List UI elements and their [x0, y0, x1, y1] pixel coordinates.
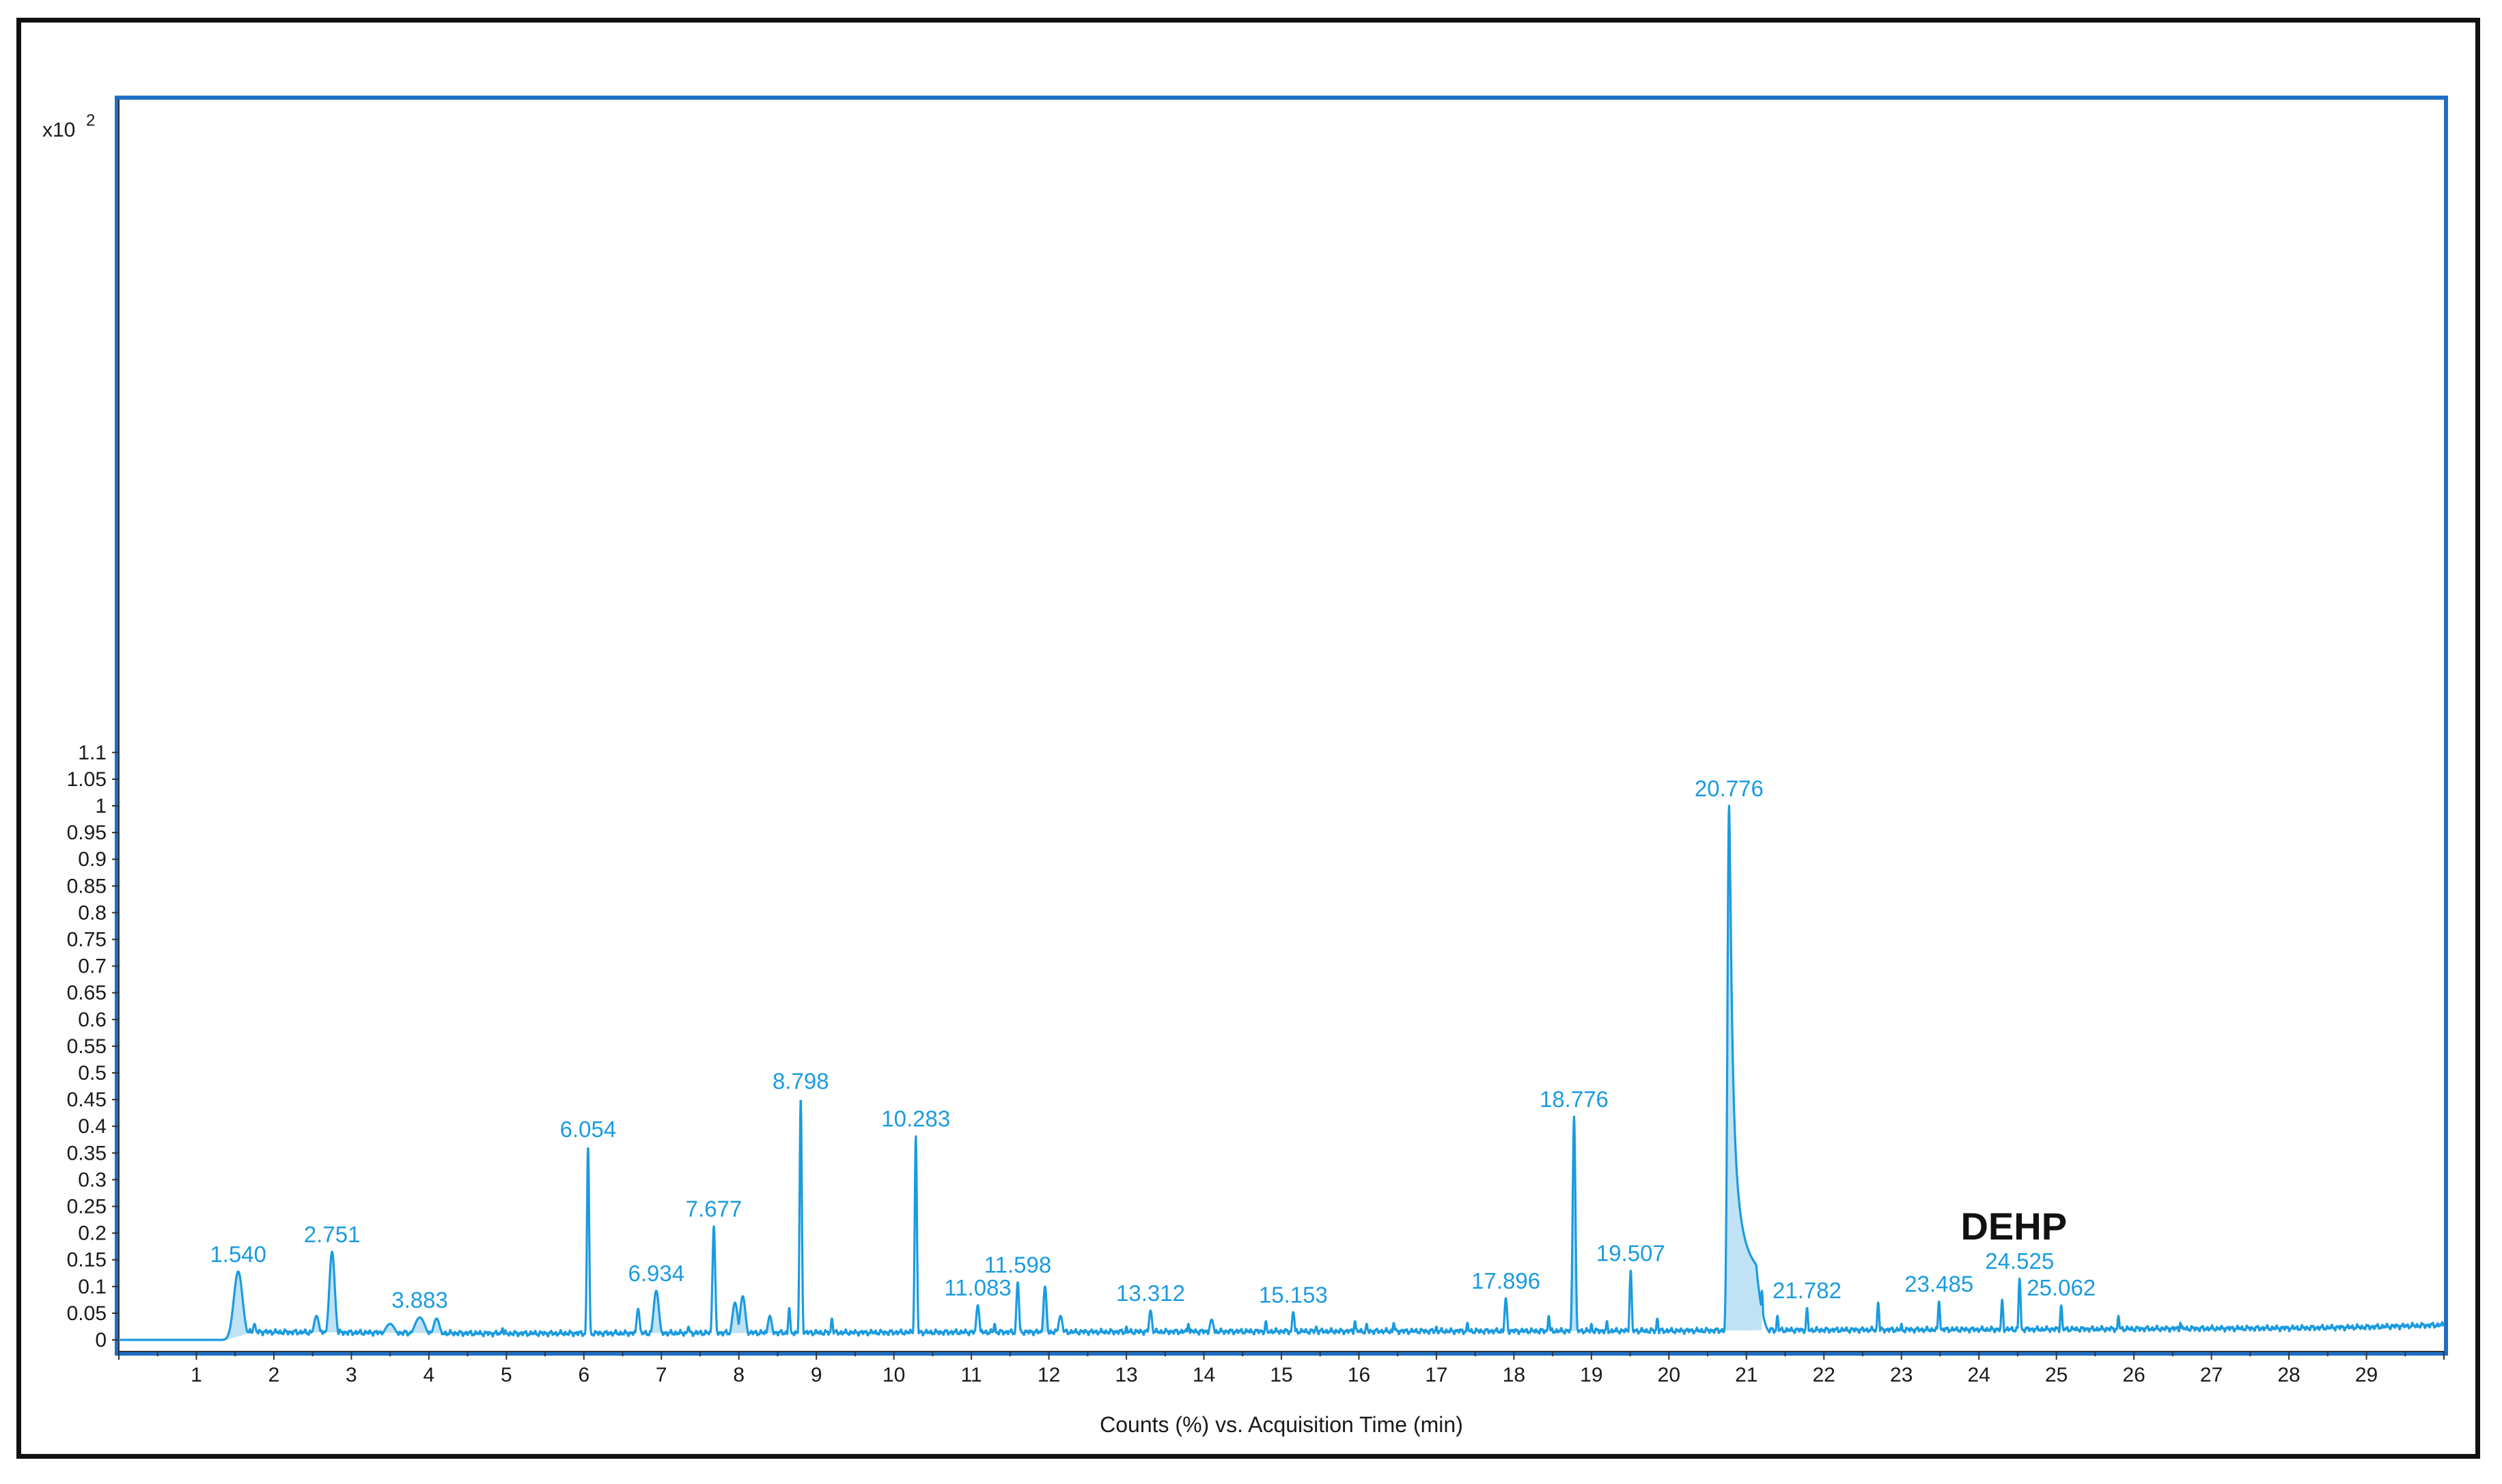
- peak-label: 19.507: [1596, 1240, 1665, 1265]
- x-tick-label: 2: [268, 1364, 280, 1386]
- y-tick-label: 0.65: [67, 982, 107, 1005]
- x-tick-label: 11: [961, 1364, 982, 1386]
- x-tick-label: 16: [1348, 1364, 1370, 1386]
- y-tick-labels: 0 0.05 0.1 0.15 0.2 0.25 0.3 0.35 0.4 0.45 0.5 0.55…: [67, 742, 107, 1352]
- x-tick-label: 20: [1658, 1364, 1680, 1386]
- peak-area: [307, 1315, 326, 1335]
- y-multiplier-exponent: 2: [86, 111, 95, 130]
- peak-area: [1723, 806, 1762, 1332]
- y-tick-label: 1: [95, 795, 107, 817]
- x-tick-label: 12: [1038, 1364, 1060, 1386]
- peak-label: 20.776: [1695, 776, 1764, 801]
- y-tick-label: 0.4: [78, 1115, 107, 1138]
- x-tick-label: 10: [882, 1364, 905, 1386]
- x-tick-label: 13: [1115, 1364, 1137, 1386]
- peak-label: 23.485: [1904, 1272, 1973, 1297]
- chromatogram-line: [117, 804, 2445, 1341]
- peak-area: [647, 1291, 666, 1336]
- x-tick-label: 1: [191, 1364, 202, 1386]
- peak-label: 8.798: [773, 1069, 829, 1094]
- x-tick-label: 17: [1425, 1364, 1447, 1386]
- annotation-label: DEHP: [1960, 1205, 2067, 1248]
- x-tick-label: 18: [1503, 1364, 1525, 1386]
- axes: [112, 100, 2445, 1360]
- peak-label: 13.312: [1116, 1280, 1185, 1306]
- x-tick-label: 26: [2122, 1364, 2145, 1386]
- peak-labels: 1.540 2.751 3.883 6.054 6.934 7.677 8.798 10.28…: [210, 776, 2096, 1313]
- x-tick-label: 8: [733, 1364, 745, 1386]
- x-axis-title: Counts (%) vs. Acquisition Time (min): [1100, 1412, 1463, 1437]
- y-tick-label: 0.7: [78, 955, 107, 978]
- peak-label: 1.540: [210, 1242, 266, 1267]
- peak-label: 3.883: [391, 1287, 448, 1313]
- y-tick-label: 1.05: [67, 768, 107, 791]
- y-tick-label: 0.45: [67, 1089, 107, 1111]
- y-tick-label: 0.35: [67, 1142, 107, 1164]
- peak-area: [322, 1252, 342, 1334]
- peak-area: [733, 1296, 752, 1335]
- peak-label: 24.525: [1985, 1248, 2054, 1274]
- x-tick-label: 22: [1813, 1364, 1835, 1386]
- x-tick-label: 7: [656, 1364, 667, 1386]
- x-tick-label: 15: [1270, 1364, 1292, 1386]
- peak-label: 10.283: [881, 1106, 950, 1131]
- peak-area: [425, 1318, 448, 1336]
- peak-label: 11.598: [984, 1252, 1051, 1278]
- peak-area: [401, 1317, 439, 1336]
- peak-label: 6.054: [560, 1117, 617, 1142]
- x-tick-label: 29: [2355, 1364, 2378, 1386]
- x-tick-label: 4: [423, 1364, 435, 1386]
- peak-area: [371, 1324, 409, 1336]
- peak-label: 7.677: [686, 1196, 742, 1221]
- y-tick-label: 0.25: [67, 1196, 107, 1218]
- y-tick-label: 0.3: [78, 1168, 107, 1191]
- peak-label: 11.083: [944, 1275, 1011, 1300]
- y-multiplier: x10: [42, 119, 75, 141]
- y-tick-label: 0.8: [78, 901, 107, 924]
- x-tick-label: 28: [2277, 1364, 2300, 1386]
- peak-label: 18.776: [1540, 1087, 1609, 1112]
- x-tick-label: 23: [1890, 1364, 1913, 1386]
- y-tick-label: 0.95: [67, 822, 107, 844]
- x-tick-label: 5: [501, 1364, 512, 1386]
- peak-label: 6.934: [628, 1261, 684, 1286]
- x-tick-label: 19: [1580, 1364, 1602, 1386]
- y-tick-label: 0.2: [78, 1222, 107, 1245]
- x-tick-label: 21: [1735, 1364, 1757, 1386]
- peak-area: [1039, 1286, 1051, 1334]
- x-tick-labels: 1 2 3 4 5 6 7 8 9 10 11 12 13 14 15 16 17 18 19 20 21 22 23 24 2…: [191, 1364, 2378, 1386]
- x-tick-label: 14: [1193, 1364, 1215, 1386]
- y-tick-label: 0: [95, 1329, 107, 1352]
- peak-label: 15.153: [1259, 1282, 1328, 1307]
- x-tick-label: 6: [578, 1364, 589, 1386]
- y-tick-label: 0.1: [78, 1276, 107, 1298]
- y-tick-label: 0.9: [78, 848, 107, 871]
- y-tick-label: 0.15: [67, 1249, 107, 1272]
- chromatogram-trace: [117, 804, 2445, 1341]
- y-tick-label: 0.5: [78, 1062, 107, 1084]
- x-tick-label: 3: [346, 1364, 357, 1386]
- y-tick-label: 0.75: [67, 929, 107, 951]
- y-tick-label: 0.55: [67, 1035, 107, 1058]
- peak-area: [762, 1315, 777, 1334]
- peak-label: 21.782: [1773, 1278, 1841, 1303]
- y-tick-label: 1.1: [78, 742, 107, 764]
- x-tick-label: 24: [1968, 1364, 1990, 1386]
- x-tick-label: 25: [2045, 1364, 2068, 1386]
- y-tick-label: 0.05: [67, 1302, 107, 1325]
- y-tick-label: 0.85: [67, 875, 107, 897]
- peak-label: 25.062: [2027, 1275, 2096, 1300]
- peak-label: 17.896: [1471, 1268, 1540, 1293]
- x-tick-label: 9: [811, 1364, 822, 1386]
- peak-area: [1569, 1117, 1579, 1332]
- y-tick-label: 0.6: [78, 1009, 107, 1031]
- x-tick-label: 27: [2200, 1364, 2223, 1386]
- figure-frame: [16, 18, 2480, 1459]
- peak-label: 2.751: [304, 1222, 361, 1247]
